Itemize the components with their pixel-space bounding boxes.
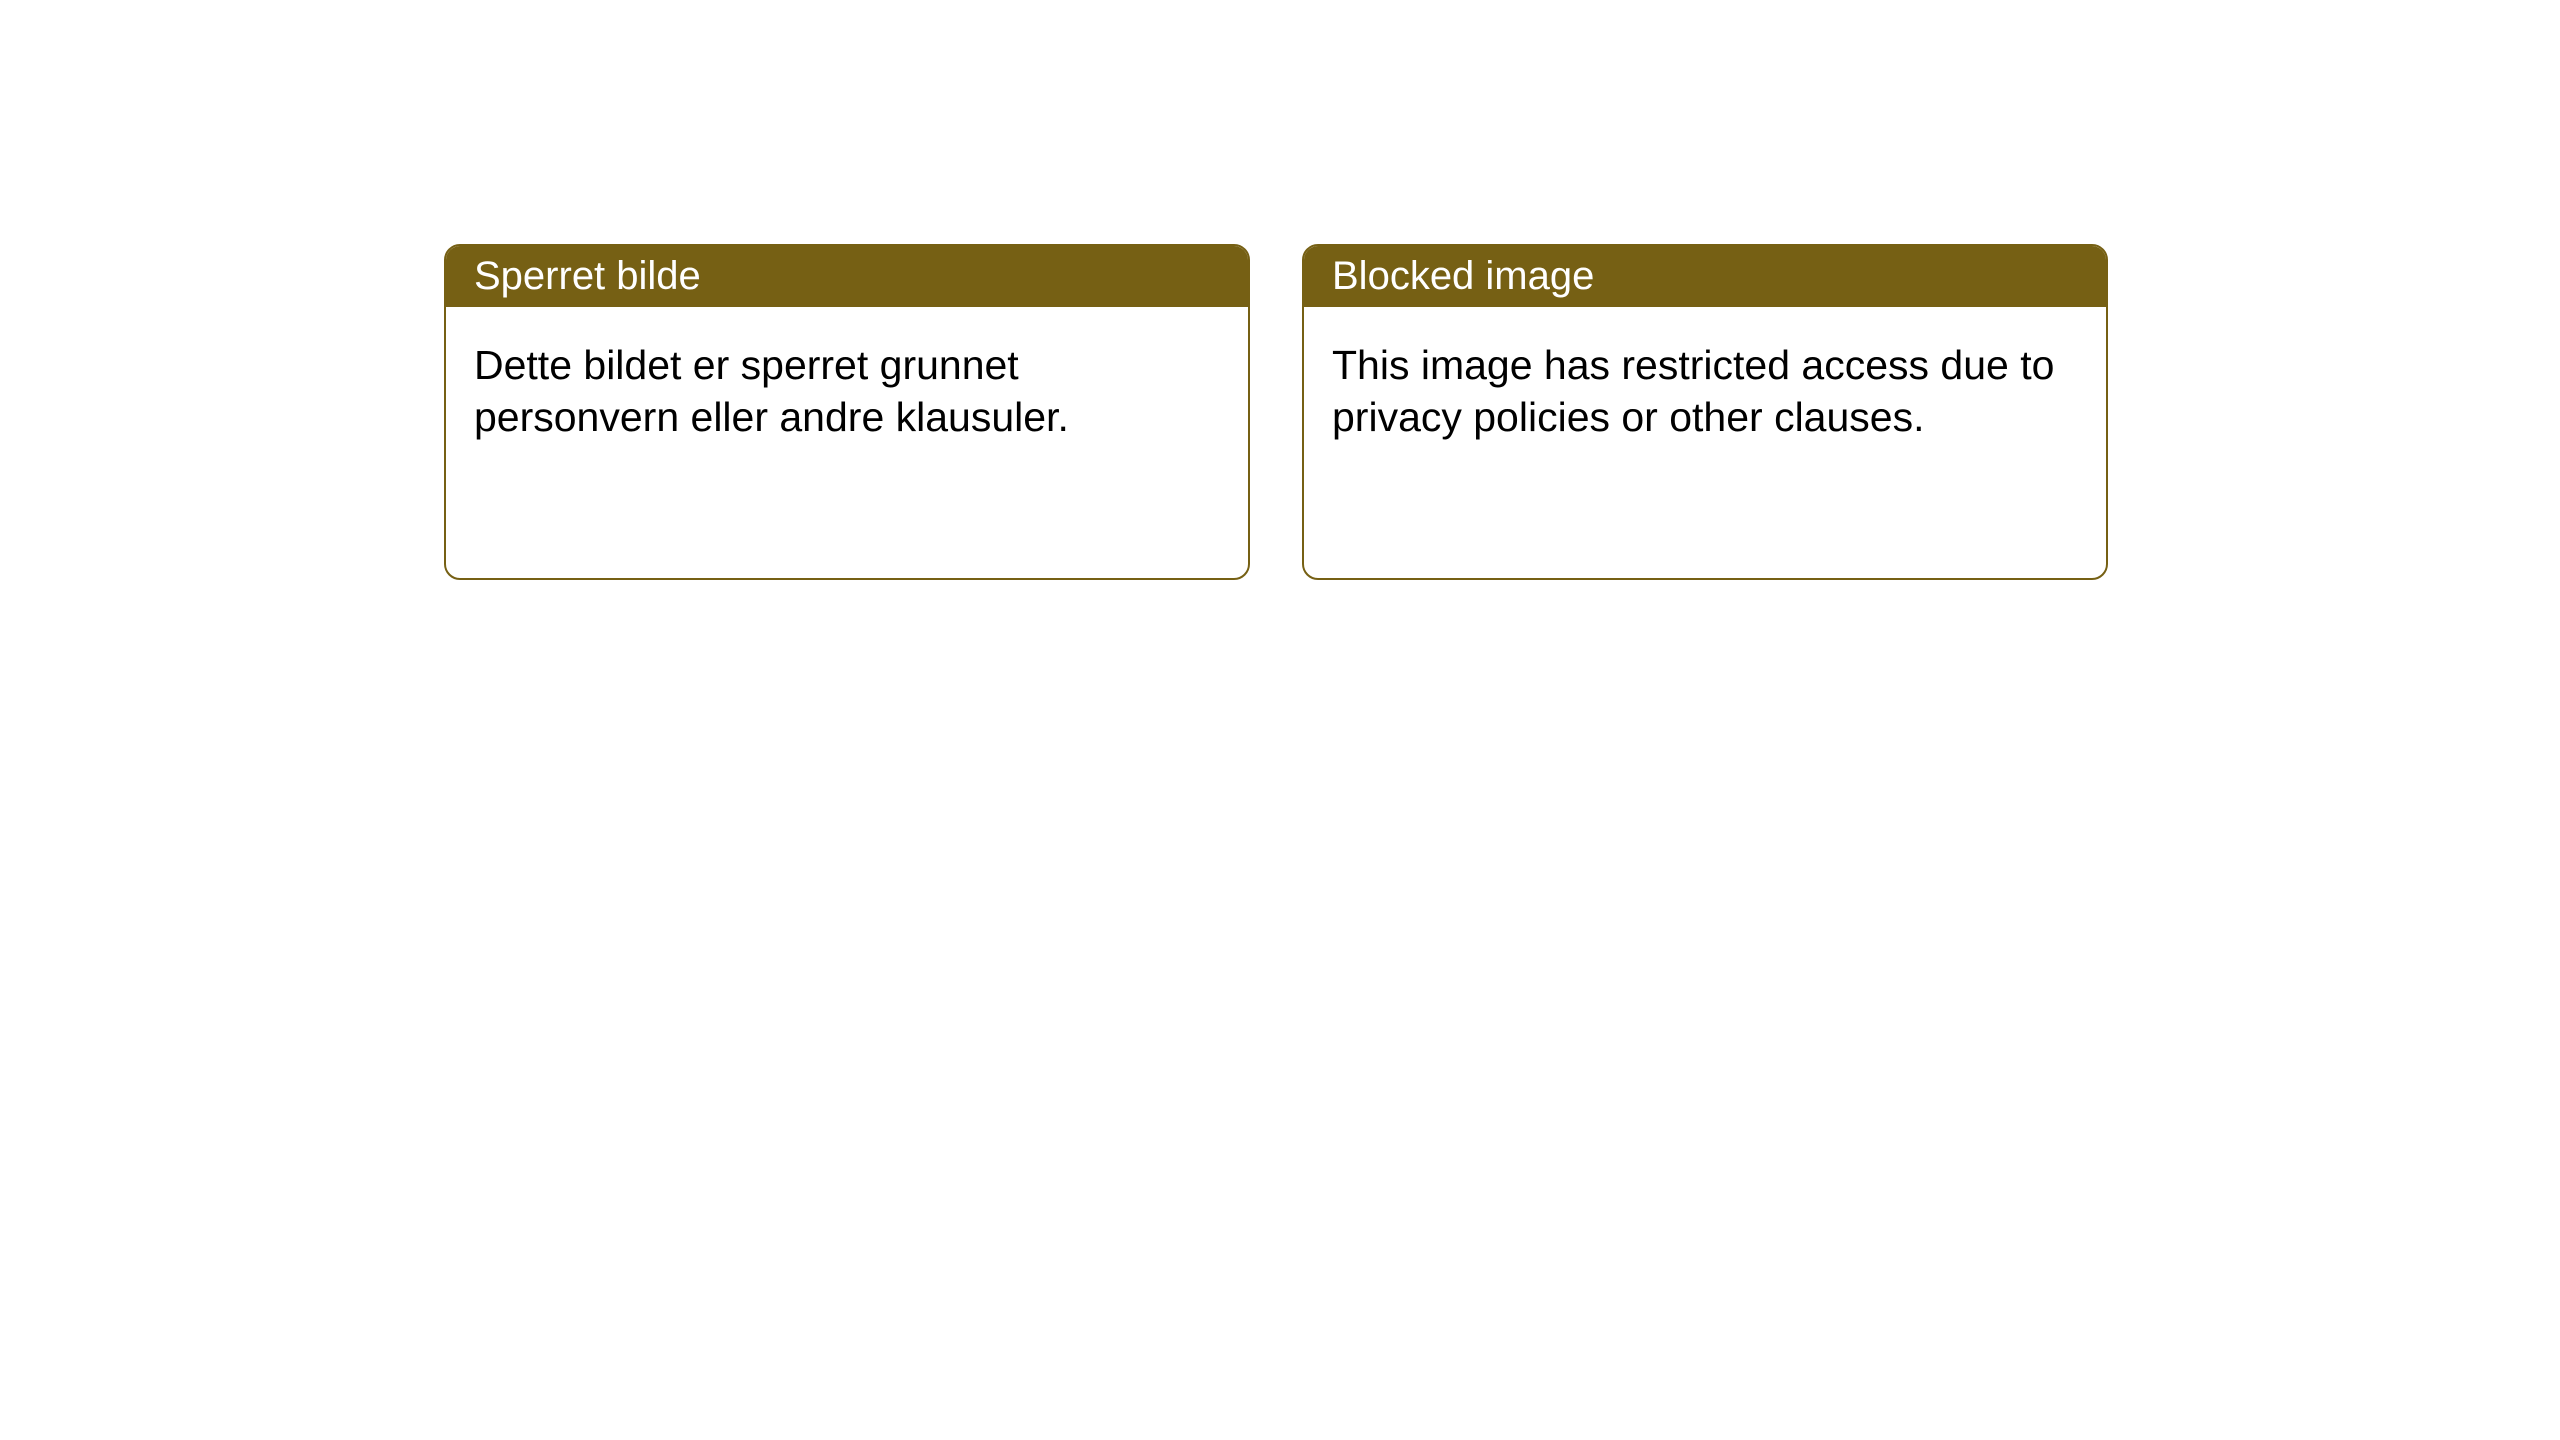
card-header-text: Blocked image	[1332, 254, 1594, 298]
card-header-text: Sperret bilde	[474, 254, 701, 298]
blocked-image-card-en: Blocked image This image has restricted …	[1302, 244, 2108, 580]
card-body-text: Dette bildet er sperret grunnet personve…	[474, 342, 1069, 440]
card-header: Sperret bilde	[446, 246, 1248, 307]
card-body: Dette bildet er sperret grunnet personve…	[446, 307, 1248, 475]
card-body: This image has restricted access due to …	[1304, 307, 2106, 475]
blocked-image-card-no: Sperret bilde Dette bildet er sperret gr…	[444, 244, 1250, 580]
card-header: Blocked image	[1304, 246, 2106, 307]
card-container: Sperret bilde Dette bildet er sperret gr…	[0, 0, 2560, 580]
card-body-text: This image has restricted access due to …	[1332, 342, 2054, 440]
